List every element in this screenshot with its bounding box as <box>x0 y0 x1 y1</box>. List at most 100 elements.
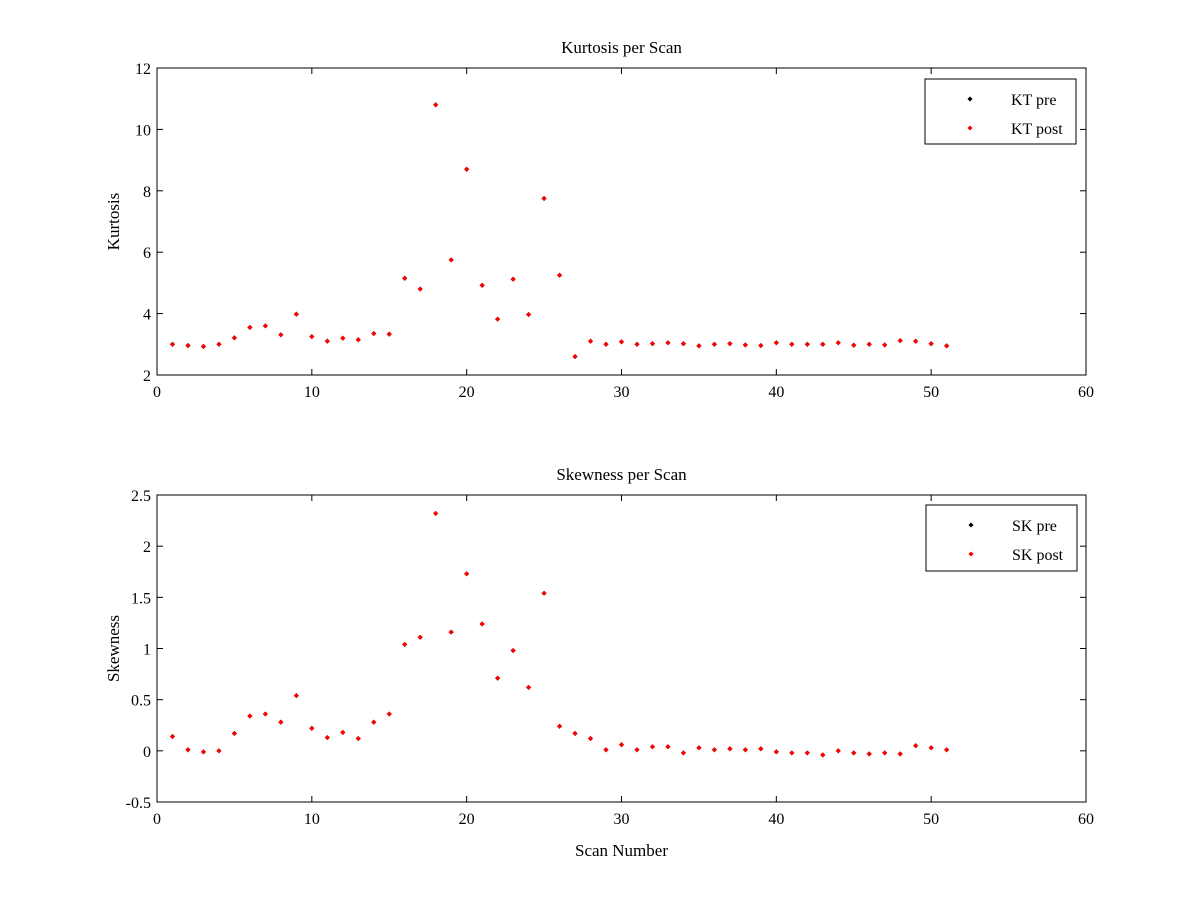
point-kt-post <box>262 323 268 329</box>
point-kt-post <box>928 341 934 347</box>
kurtosis-plot: 0 10 20 30 40 50 60 2 4 6 8 10 12 Kurtosis per Scan Ku… <box>104 38 1094 401</box>
chart-title: Kurtosis per Scan <box>561 38 682 57</box>
x-tick-label: 30 <box>614 384 630 401</box>
point-kt-post <box>510 276 516 282</box>
y-tick-label: -0.5 <box>126 795 151 812</box>
point-kt-post <box>309 334 315 340</box>
point-kt-post <box>866 341 872 347</box>
x-tick-label: 60 <box>1078 811 1094 828</box>
y-tick-label: 2.5 <box>131 488 151 505</box>
point-kt-post <box>185 342 191 349</box>
legend-marker <box>968 551 974 557</box>
point-kt-post <box>247 324 253 330</box>
y-tick-label: 2 <box>143 539 151 556</box>
point-kt-post <box>882 342 888 348</box>
x-tick-label: 10 <box>304 811 320 828</box>
point-sk-post <box>309 725 315 731</box>
point-kt-post <box>324 338 330 344</box>
point-kt-post <box>231 335 237 341</box>
point-kt-post <box>386 331 392 337</box>
point-sk-post <box>464 571 470 577</box>
y-axis-label: Skewness <box>104 615 123 682</box>
point-kt-post <box>789 341 795 347</box>
point-sk-post <box>402 641 408 647</box>
legend: SK pre SK post <box>925 504 1078 572</box>
point-kt-post <box>169 341 176 347</box>
point-sk-post <box>572 730 578 736</box>
point-sk-post <box>758 746 764 752</box>
point-sk-post <box>541 590 547 596</box>
y-tick-label: 1.5 <box>131 590 151 607</box>
point-sk-post <box>587 736 594 742</box>
y-tick-label: 12 <box>135 61 151 78</box>
point-sk-post <box>851 750 857 756</box>
point-sk-post <box>835 748 841 754</box>
point-sk-post <box>526 684 532 690</box>
x-tick-label: 30 <box>614 811 630 828</box>
y-tick-label: 0.5 <box>131 693 151 710</box>
x-tick-label: 0 <box>153 811 161 828</box>
legend-entry-label: SK pre <box>1012 518 1057 535</box>
point-kt-post <box>200 343 206 349</box>
point-sk-post <box>665 744 671 750</box>
y-tick-label: 4 <box>143 307 151 324</box>
point-kt-post <box>355 337 361 343</box>
point-kt-post <box>216 341 222 347</box>
point-sk-post <box>789 750 795 756</box>
x-tick-label: 0 <box>153 384 161 401</box>
point-sk-post <box>603 747 609 753</box>
point-kt-post <box>402 275 408 281</box>
point-sk-post <box>495 675 501 681</box>
legend: KT pre KT post <box>924 78 1077 145</box>
legend-marker <box>968 522 974 528</box>
point-sk-post <box>649 744 656 750</box>
point-kt-post <box>464 166 470 172</box>
point-kt-post <box>820 341 826 347</box>
point-kt-post <box>433 102 439 108</box>
x-tick-label: 40 <box>768 384 784 401</box>
legend-box <box>925 504 1078 572</box>
point-kt-post <box>727 341 733 347</box>
point-sk-post <box>913 743 919 749</box>
point-sk-post <box>293 693 299 699</box>
point-sk-post <box>510 648 516 654</box>
point-kt-post <box>804 341 810 347</box>
y-tick-label: 1 <box>143 642 151 659</box>
point-kt-post <box>293 311 299 317</box>
legend-entry-label: SK post <box>1012 547 1064 564</box>
point-sk-post <box>557 723 563 729</box>
point-kt-post <box>495 316 501 322</box>
y-axis-label: Kurtosis <box>104 193 123 251</box>
point-sk-post <box>433 510 439 516</box>
point-sk-post <box>634 747 640 753</box>
x-tick-label: 10 <box>304 384 320 401</box>
point-kt-post <box>371 331 377 337</box>
y-tick-label: 8 <box>143 184 151 201</box>
point-sk-post <box>897 751 903 757</box>
point-kt-post <box>479 282 485 288</box>
y-tick-label: 0 <box>143 744 151 761</box>
point-kt-post <box>603 341 609 347</box>
point-sk-post <box>882 750 888 756</box>
point-kt-post <box>448 257 454 263</box>
point-sk-post <box>742 747 748 753</box>
point-kt-post <box>634 341 640 347</box>
chart-title: Skewness per Scan <box>556 465 687 484</box>
point-sk-post <box>680 750 686 756</box>
x-tick-label: 20 <box>459 811 475 828</box>
x-tick-label: 20 <box>459 384 475 401</box>
x-tick-label: 60 <box>1078 384 1094 401</box>
legend-entry-label: KT post <box>1011 121 1063 138</box>
legend-box <box>924 78 1077 145</box>
legend-entry-label: KT pre <box>1011 92 1056 109</box>
x-axis-label: Scan Number <box>575 841 668 860</box>
point-kt-post <box>618 339 625 345</box>
x-tick-label: 50 <box>923 384 939 401</box>
x-tick-label: 40 <box>768 811 784 828</box>
point-sk-post <box>417 634 423 640</box>
point-sk-post <box>804 750 810 756</box>
y-tick-label: 2 <box>143 368 151 385</box>
y-tick-label: 6 <box>143 245 151 262</box>
